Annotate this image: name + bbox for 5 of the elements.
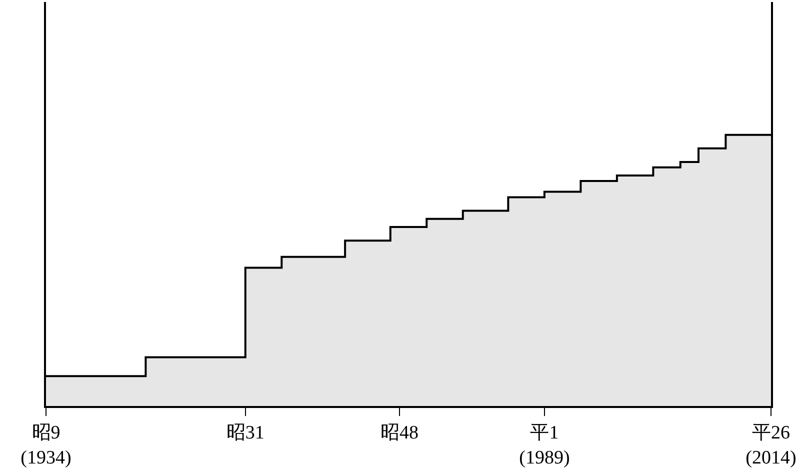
x-tick-label: 昭48 [380, 422, 418, 444]
x-tick-label: 平26 (2014) [746, 422, 796, 468]
x-tick-label: 昭9 (1934) [20, 422, 72, 468]
x-tick-label: 平1 (1989) [519, 422, 570, 468]
x-tick-label: 昭31 [226, 422, 264, 444]
